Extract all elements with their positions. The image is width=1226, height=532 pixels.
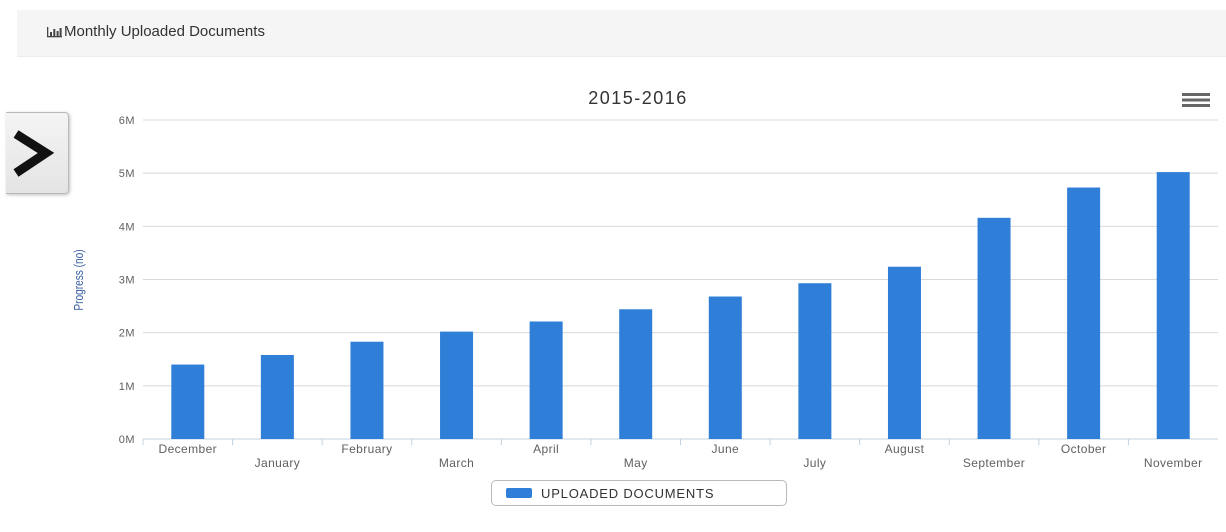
y-axis-label: Progress (no) <box>72 249 86 310</box>
x-tick-label: October <box>1061 442 1107 456</box>
x-tick-label: January <box>255 456 301 470</box>
bar-april[interactable] <box>529 321 563 439</box>
x-tick-label: July <box>803 456 826 470</box>
bar-february[interactable] <box>350 341 384 439</box>
chevron-right-icon <box>13 130 55 177</box>
bar-july[interactable] <box>798 283 832 439</box>
bar-september[interactable] <box>977 217 1011 439</box>
y-tick-label: 3M <box>119 275 135 287</box>
panel-title-text: Monthly Uploaded Documents <box>64 23 265 40</box>
x-tick-label: November <box>1144 456 1203 470</box>
x-tick-label: September <box>963 456 1025 470</box>
bar-october[interactable] <box>1067 187 1101 439</box>
x-tick-label: May <box>624 456 648 470</box>
x-tick-label: March <box>439 456 474 470</box>
bar-august[interactable] <box>887 266 921 439</box>
y-tick-label: 4M <box>119 221 135 233</box>
y-tick-label: 1M <box>119 381 135 393</box>
chart-title: 2015-2016 <box>588 88 688 108</box>
hamburger-menu-icon <box>1182 93 1210 107</box>
y-tick-label: 5M <box>119 168 135 180</box>
panel-header: Monthly Uploaded Documents <box>17 10 1226 57</box>
x-tick-label: April <box>533 442 559 456</box>
y-tick-label: 6M <box>119 115 135 127</box>
y-tick-label: 2M <box>119 328 135 340</box>
chart-legend[interactable]: UPLOADED DOCUMENTS <box>491 480 787 506</box>
legend-label: UPLOADED DOCUMENTS <box>541 485 715 501</box>
x-tick-label: December <box>159 442 218 456</box>
sidebar-toggle-button[interactable] <box>6 112 69 194</box>
bar-chart-icon <box>47 26 62 37</box>
bar-november[interactable] <box>1156 172 1190 439</box>
bar-may[interactable] <box>619 309 653 439</box>
panel-title: Monthly Uploaded Documents <box>46 23 265 40</box>
chart-menu-button[interactable] <box>1182 89 1212 111</box>
x-tick-label: August <box>885 442 925 456</box>
bar-january[interactable] <box>260 354 294 439</box>
x-tick-label: February <box>341 442 392 456</box>
legend-swatch <box>506 488 532 498</box>
bar-june[interactable] <box>708 296 742 439</box>
bar-december[interactable] <box>171 364 205 439</box>
x-tick-label: June <box>711 442 739 456</box>
bar-march[interactable] <box>440 331 474 439</box>
y-tick-label: 0M <box>119 434 135 446</box>
